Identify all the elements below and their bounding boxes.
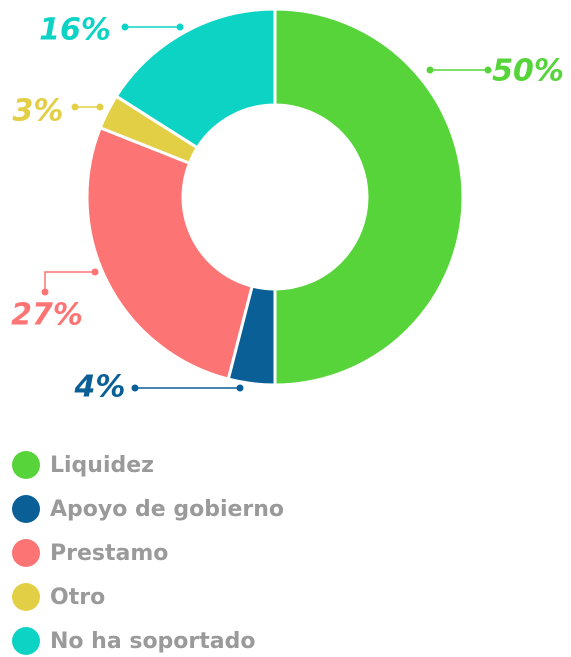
legend-label: Otro [50, 585, 105, 610]
legend-swatch [12, 451, 40, 479]
leader-line [44, 271, 95, 292]
value-label: 4% [74, 370, 126, 405]
slice [114, 7, 277, 150]
value-label: 50% [492, 54, 564, 89]
leader-dot [41, 288, 49, 296]
leader-dot [236, 384, 244, 392]
legend-label: Liquidez [50, 453, 154, 478]
legend-swatch [12, 495, 40, 523]
legend-swatch [12, 583, 40, 611]
leader-dot [96, 103, 104, 111]
legend-swatch [12, 627, 40, 655]
leader-dot [426, 66, 434, 74]
leader-dot [131, 384, 139, 392]
leader-dot [121, 23, 129, 31]
slice [85, 125, 254, 381]
slice [273, 7, 465, 387]
legend-label: Apoyo de gobierno [50, 497, 284, 522]
value-label: 16% [39, 13, 111, 48]
legend-swatch [12, 539, 40, 567]
leader-dot [176, 23, 184, 31]
leader-dot [91, 268, 99, 276]
value-label: 27% [11, 298, 83, 333]
legend-label: Prestamo [50, 541, 168, 566]
leader-dot [71, 103, 79, 111]
value-label: 3% [13, 94, 64, 129]
legend-label: No ha soportado [50, 629, 256, 654]
leader-dot [484, 66, 492, 74]
